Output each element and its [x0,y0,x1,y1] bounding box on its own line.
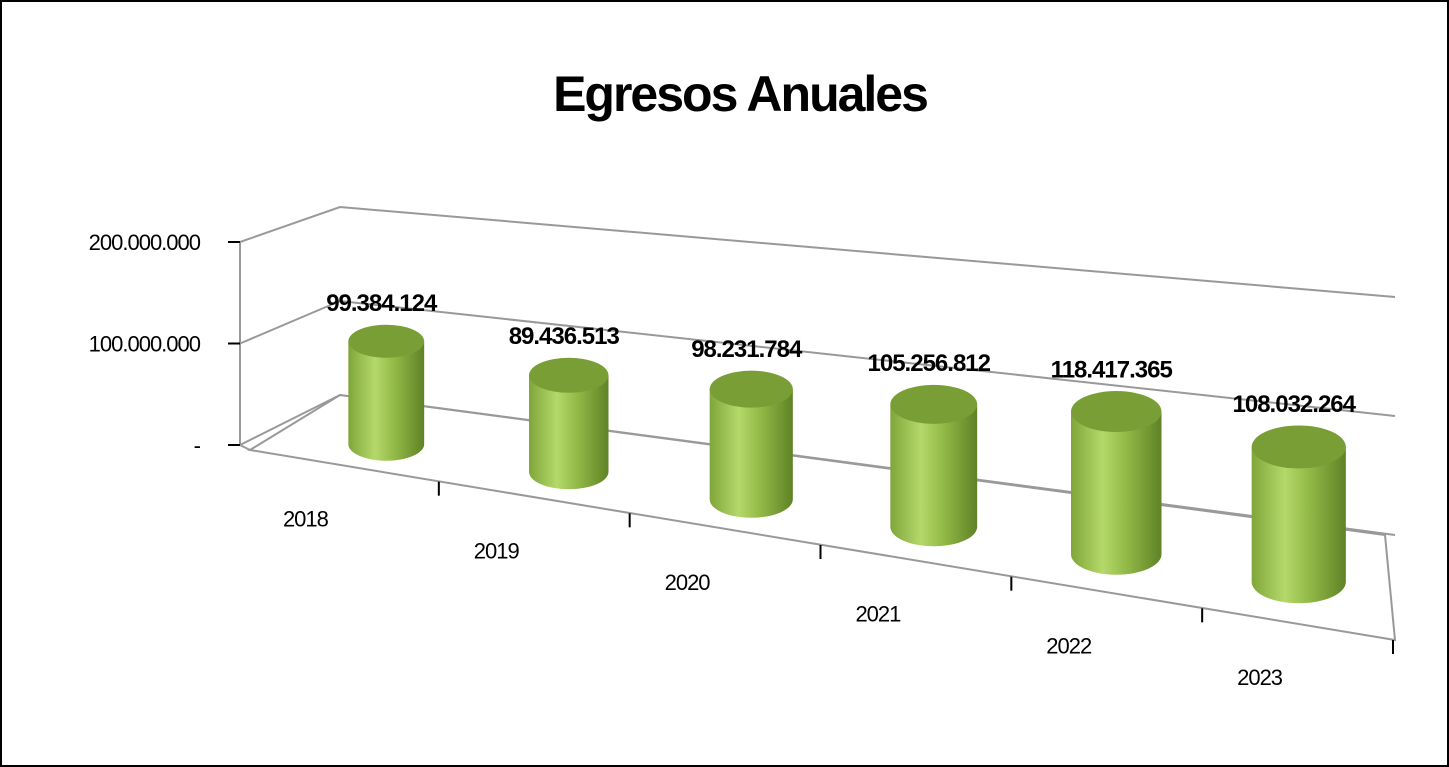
grid-line [239,393,1396,536]
y-tick-label: - [194,433,201,458]
chart-title: Egresos Anuales [553,66,927,122]
wall-edge [239,444,251,451]
bar-top [348,324,425,358]
bar-top [1071,391,1162,433]
x-tick-label: 2019 [474,538,520,563]
x-tick-label: 2021 [855,602,901,627]
value-label: 89.436.513 [509,323,620,350]
bar [890,404,978,547]
value-label: 99.384.124 [326,290,438,317]
grid-line [239,299,1396,417]
grid-line [239,205,1396,298]
bar-top [890,384,978,424]
bar [1071,411,1162,575]
bar [529,375,609,490]
bar-top [529,357,609,393]
x-tick-label: 2023 [1237,665,1283,690]
y-tick-label: 100.000.000 [89,331,201,356]
bar [1251,446,1346,604]
bar [709,389,793,518]
value-label: 98.231.784 [691,336,803,363]
floor [247,393,1397,642]
bar-top [1251,425,1346,469]
x-tick-label: 2018 [283,507,329,532]
value-label: 105.256.812 [868,350,991,377]
bar [348,341,425,461]
x-tick-label: 2022 [1046,633,1092,658]
value-label: 118.417.365 [1051,356,1173,383]
x-tick-label: 2020 [665,570,711,595]
y-tick-label: 200.000.000 [89,230,201,255]
value-label: 108.032.264 [1233,391,1357,418]
bar-top [709,370,793,408]
